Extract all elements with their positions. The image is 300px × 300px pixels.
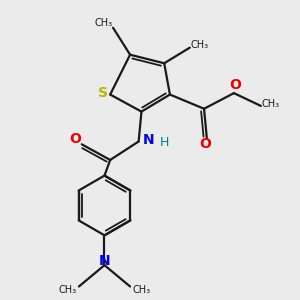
- Text: CH₃: CH₃: [132, 285, 151, 295]
- Text: S: S: [98, 86, 108, 100]
- Text: CH₃: CH₃: [94, 18, 112, 28]
- Text: O: O: [70, 132, 81, 145]
- Text: N: N: [143, 133, 154, 147]
- Text: O: O: [200, 137, 211, 151]
- Text: H: H: [160, 136, 169, 148]
- Text: CH₃: CH₃: [58, 285, 76, 295]
- Text: CH₃: CH₃: [191, 40, 209, 50]
- Text: CH₃: CH₃: [262, 100, 280, 110]
- Text: O: O: [229, 78, 241, 92]
- Text: N: N: [99, 254, 110, 268]
